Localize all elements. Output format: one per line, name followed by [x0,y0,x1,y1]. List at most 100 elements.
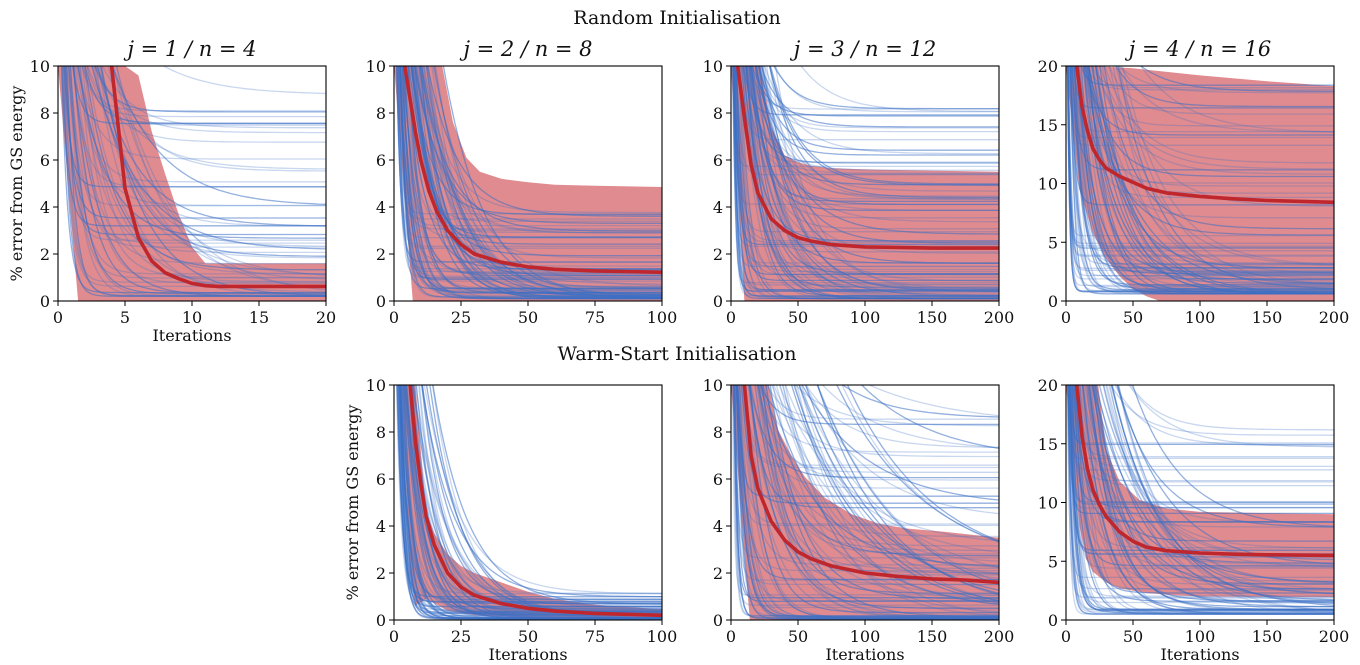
run-line [396,66,662,263]
run-line [733,66,999,286]
run-line [162,66,326,95]
run-line [1070,66,1334,291]
run-line [96,66,326,170]
std-band [58,66,326,301]
y-tick-label: 10 [1038,175,1058,194]
run-line [1111,385,1334,612]
x-tick-label: 50 [518,308,538,327]
run-line [399,66,662,289]
chart-panel-1: 0 5 10 15 20 0 2 4 6 8 10 j = 1 / n = 4 Iterations % … [7,37,336,345]
run-line [773,66,999,110]
mean-line [109,66,326,289]
x-tick-label: 150 [1252,627,1283,646]
run-line [398,385,662,617]
run-line [410,66,662,216]
run-line [732,385,999,617]
x-tick-label: 25 [451,308,471,327]
run-line [1067,385,1334,509]
run-line [1092,385,1334,585]
y-tick-label: 2 [713,245,723,264]
y-tick-label: 0 [376,611,386,630]
run-line [1121,66,1334,266]
x-tick-label: 0 [53,308,63,327]
x-tick-label: 150 [917,308,948,327]
run-line [1116,385,1334,565]
run-line [107,66,326,280]
run-line [1094,66,1334,175]
run-line [1114,385,1334,447]
x-tick-label: 100 [647,627,678,646]
run-line [766,66,999,289]
run-line [414,66,662,285]
run-line [1091,66,1334,274]
run-line [94,66,326,134]
run-line [798,385,999,579]
run-line [749,66,999,292]
run-line [1108,66,1334,115]
run-line [1119,66,1334,133]
panel-title: j = 1 / n = 4 [123,37,256,61]
run-line [733,385,999,606]
run-line [408,66,662,257]
run-line [1094,66,1334,284]
run-line [115,66,326,291]
run-line [73,66,326,248]
run-line [397,66,662,290]
x-tick-label: 0 [389,308,399,327]
run-line [784,385,999,542]
run-line [1084,66,1334,136]
run-line [96,66,326,227]
x-tick-label: 100 [647,308,678,327]
run-line [749,66,999,171]
run-line [732,66,999,168]
run-line [737,385,999,525]
x-tick-label: 0 [726,627,736,646]
x-tick-label: 200 [1319,308,1350,327]
run-line [1131,385,1334,527]
run-line [735,66,999,276]
run-line [1085,66,1334,91]
y-tick-label: 0 [1048,292,1058,311]
run-line [1093,385,1334,608]
y-tick-label: 2 [376,245,386,264]
run-line [1074,385,1334,594]
run-line [1067,66,1334,249]
y-tick-label: 10 [30,57,50,76]
run-line [1086,66,1334,187]
run-line [1103,385,1334,590]
run-line [733,66,999,268]
run-line [757,385,999,557]
run-line [743,66,999,253]
run-line [91,66,326,250]
run-line [745,66,999,299]
run-line [1088,385,1334,582]
run-line [846,385,999,542]
run-line [1084,385,1334,565]
run-line [433,66,662,296]
run-line [781,385,999,568]
run-line [748,385,999,489]
run-line [738,66,999,300]
run-line [801,385,999,501]
run-line [1073,385,1334,615]
x-tick-label: 100 [1185,627,1216,646]
y-tick-label: 8 [40,104,50,123]
run-line [732,66,999,292]
run-line [749,385,999,614]
run-line [1079,385,1334,483]
run-line [731,385,999,596]
y-tick-label: 10 [1038,494,1058,513]
run-line [796,385,999,615]
run-line [738,66,999,273]
run-line [414,66,662,234]
run-line [421,66,662,298]
run-line [754,385,999,616]
run-line [744,66,999,163]
run-line [1069,66,1334,277]
run-line [1117,385,1334,605]
run-line [758,66,999,151]
run-line [77,66,326,239]
run-line [1071,66,1334,171]
run-line [1066,66,1334,247]
run-line [1067,385,1334,503]
